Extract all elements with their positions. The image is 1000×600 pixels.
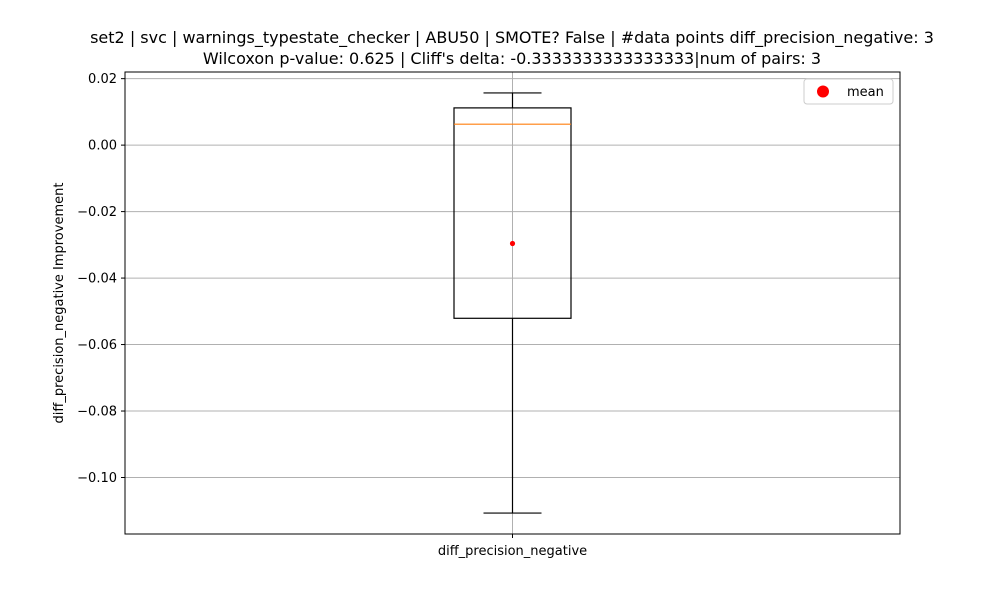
legend-frame [803, 78, 894, 105]
iqr-box [453, 107, 572, 319]
y-axis: 0.02 0.00 −0.02 −0.04 −0.06 −0.08 −0.10 [77, 72, 125, 486]
y-tick-label: −0.10 [77, 471, 117, 486]
legend-marker-mean [817, 85, 829, 98]
x-tick-label: diff_precision_negative [438, 544, 587, 559]
y-tick-label: 0.02 [88, 72, 117, 87]
y-axis-label: diff_precision_negative Improvement [52, 183, 67, 424]
legend-label-mean: mean [847, 85, 884, 100]
y-tick-label: 0.00 [88, 139, 117, 154]
chart-title-line1: set2 | svc | warnings_typestate_checker … [90, 28, 934, 48]
y-tick-label: −0.04 [77, 272, 117, 287]
box-plot [453, 92, 572, 514]
mean-marker [509, 240, 516, 247]
y-tick-label: −0.06 [77, 338, 117, 353]
y-tick-label: −0.02 [77, 205, 117, 220]
x-axis: diff_precision_negative [438, 534, 587, 559]
y-tick-label: −0.08 [77, 405, 117, 420]
legend: mean [803, 78, 894, 105]
chart-title-line2: Wilcoxon p-value: 0.625 | Cliff's delta:… [203, 49, 821, 68]
